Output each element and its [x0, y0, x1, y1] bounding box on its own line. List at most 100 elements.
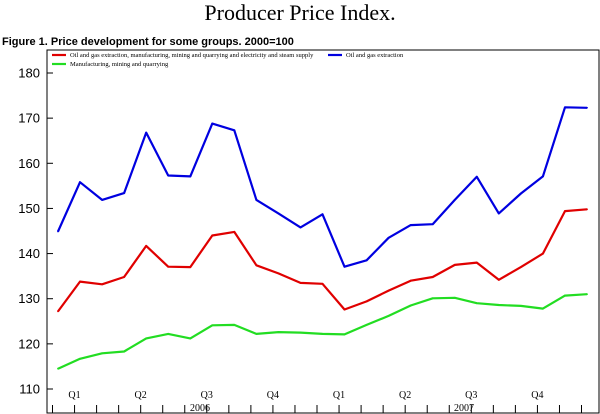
data-point [542, 175, 544, 178]
data-point [211, 324, 214, 327]
data-point [101, 198, 103, 201]
data-point [321, 333, 324, 335]
data-point [409, 304, 412, 307]
data-point [475, 175, 478, 178]
data-point [57, 310, 59, 313]
y-tick-label: 110 [19, 382, 40, 397]
data-point [497, 278, 500, 281]
data-point [497, 304, 500, 306]
data-point [145, 131, 148, 134]
quarter-label: Q2 [135, 390, 147, 401]
data-point [79, 280, 81, 283]
data-point [233, 231, 236, 233]
plot-frame [46, 49, 600, 414]
page-title: Producer Price Index. [204, 0, 396, 25]
quarter-label: Q2 [399, 390, 411, 401]
y-tick-label: 150 [18, 201, 40, 216]
data-point [387, 289, 390, 292]
y-tick-label: 180 [18, 66, 40, 81]
data-point [519, 192, 522, 195]
series-lines [56, 106, 588, 370]
data-point [167, 265, 170, 268]
legend-label: Oil and gas extraction [346, 52, 404, 59]
data-point [233, 129, 236, 132]
data-point [586, 293, 588, 296]
data-point [343, 265, 346, 268]
data-point [255, 333, 258, 335]
data-point [145, 244, 148, 247]
data-point [564, 210, 566, 213]
quarter-label: Q3 [465, 390, 477, 401]
data-point [453, 296, 456, 299]
data-point [101, 283, 103, 286]
data-point [101, 352, 103, 355]
data-point [321, 213, 324, 216]
y-axis: 110 120 130 140 150 160 170 180 [18, 66, 53, 397]
legend-label: Oil and gas extraction, manufacturing, m… [70, 52, 314, 59]
data-point [299, 226, 302, 229]
data-point [431, 223, 434, 226]
data-point [586, 208, 588, 211]
data-point [387, 314, 390, 317]
data-point [365, 323, 368, 326]
year-label: 2006 [190, 403, 210, 414]
quarter-label: Q1 [68, 390, 80, 401]
data-point [453, 263, 456, 266]
data-point [255, 198, 258, 201]
data-point [453, 198, 456, 201]
data-point [564, 294, 566, 297]
quarter-label: Q4 [531, 390, 543, 401]
figure-caption: Figure 1. Price development for some gro… [2, 36, 294, 48]
data-point [343, 308, 346, 311]
legend-label: Manufacturing, mining and quarrying [70, 61, 169, 68]
quarter-label: Q3 [201, 390, 213, 401]
quarter-label: Q1 [333, 390, 345, 401]
data-point [409, 279, 412, 282]
data-point [189, 175, 192, 178]
x-axis: Q1 Q2 Q3 Q4 Q1 Q2 Q3 Q4 2006 2007 [52, 390, 583, 414]
data-point [409, 224, 412, 227]
data-point [79, 357, 81, 360]
data-point [343, 333, 346, 336]
data-point [564, 106, 566, 109]
data-point [365, 300, 368, 303]
data-point [542, 307, 544, 310]
year-label: 2007 [454, 403, 474, 414]
y-tick-label: 160 [18, 156, 40, 171]
data-point [57, 367, 59, 370]
data-point [277, 331, 280, 334]
data-point [167, 333, 170, 335]
data-point [299, 282, 302, 284]
data-point [255, 264, 258, 267]
data-point [321, 282, 324, 285]
y-tick-label: 130 [18, 291, 40, 306]
data-point [211, 234, 214, 237]
data-point [167, 174, 170, 177]
data-point [475, 302, 478, 305]
data-point [586, 106, 588, 109]
data-point [519, 305, 522, 307]
data-point [365, 259, 368, 262]
data-point [79, 181, 81, 184]
data-point [277, 212, 280, 215]
data-point [123, 192, 126, 194]
y-tick-label: 140 [18, 246, 40, 261]
data-point [145, 337, 148, 340]
y-tick-label: 170 [18, 111, 40, 126]
data-point [299, 331, 302, 334]
data-point [123, 350, 126, 353]
data-point [475, 261, 478, 264]
data-point [387, 236, 390, 239]
data-point [211, 122, 214, 125]
data-point [542, 252, 544, 255]
data-point [497, 212, 500, 215]
data-point [277, 272, 280, 275]
data-point [57, 230, 59, 233]
quarter-label: Q4 [267, 390, 279, 401]
data-point [519, 266, 522, 269]
data-point [233, 323, 236, 326]
data-point [189, 266, 192, 269]
legend: Oil and gas extraction, manufacturing, m… [52, 52, 404, 68]
y-tick-label: 120 [18, 336, 40, 351]
